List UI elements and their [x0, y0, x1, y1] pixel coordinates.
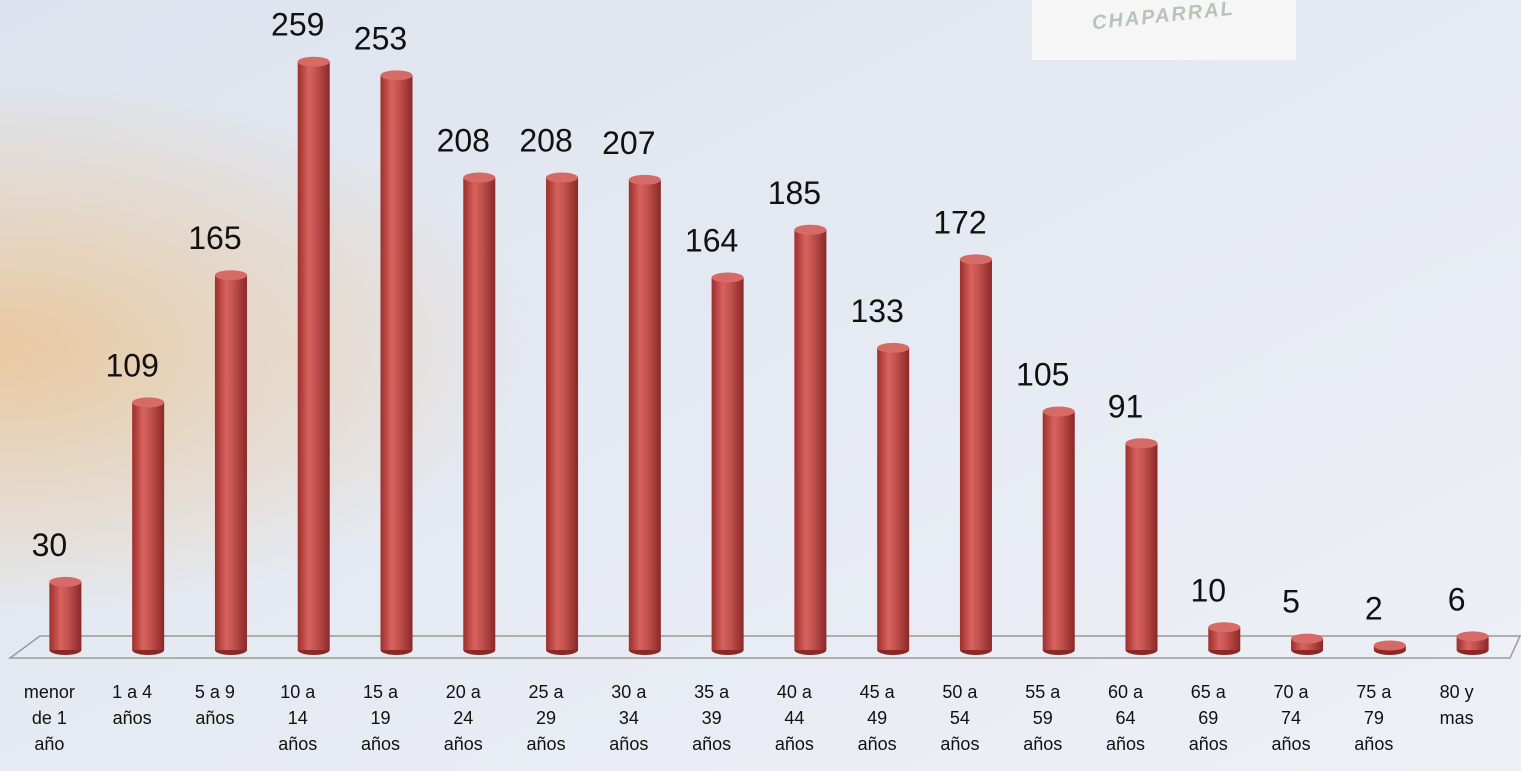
x-tick-label: 75 a 79 años — [1354, 682, 1393, 754]
value-label: 6 — [1448, 581, 1466, 617]
bar — [297, 61, 330, 650]
x-tick-label: 5 a 9 años — [195, 682, 235, 728]
value-label: 10 — [1190, 572, 1226, 608]
bar-top — [1456, 631, 1489, 642]
value-label: 109 — [105, 347, 158, 383]
value-label: 30 — [32, 527, 68, 563]
bar-top — [463, 172, 496, 183]
bar — [959, 259, 992, 650]
bar — [628, 179, 661, 651]
value-label: 185 — [768, 175, 821, 211]
bar-top — [628, 174, 661, 185]
bar — [380, 75, 413, 651]
x-tick-label: 30 a 34 años — [609, 682, 648, 754]
bar — [1291, 638, 1324, 650]
value-label: 164 — [685, 222, 738, 258]
x-tick-label: 80 y mas — [1440, 682, 1474, 728]
bar-top — [132, 397, 165, 408]
floor — [7, 635, 1521, 659]
value-label: 5 — [1282, 584, 1300, 620]
bar-top — [214, 270, 247, 281]
x-tick-label: 20 a 24 años — [444, 682, 483, 754]
value-label: 208 — [437, 123, 490, 159]
value-label: 165 — [188, 220, 241, 256]
x-tick-label: menor de 1 año — [24, 682, 75, 754]
x-tick-label: 60 a 64 años — [1106, 682, 1145, 754]
value-label: 172 — [933, 204, 986, 240]
bar-top — [1208, 622, 1241, 633]
bar — [794, 229, 827, 651]
bar — [1125, 443, 1158, 650]
bar — [1208, 627, 1241, 650]
bar-top — [49, 576, 82, 587]
x-tick-label: 50 a 54 años — [940, 682, 979, 754]
bar — [132, 402, 165, 650]
bar-top — [959, 254, 992, 265]
value-label: 133 — [850, 293, 903, 329]
bar — [463, 177, 496, 651]
x-tick-label: 10 a 14 años — [278, 682, 317, 754]
x-tick-label: 45 a 49 años — [858, 682, 897, 754]
x-tick-label: 15 a 19 años — [361, 682, 400, 754]
value-label: 91 — [1108, 388, 1144, 424]
value-label: 253 — [354, 20, 407, 56]
value-label: 105 — [1016, 357, 1069, 393]
bar — [49, 581, 82, 650]
bar-top — [380, 70, 413, 81]
x-tick-label: 25 a 29 años — [527, 682, 566, 754]
bar — [711, 277, 744, 650]
value-label: 259 — [271, 7, 324, 43]
bar-top — [877, 342, 910, 353]
bar-top — [297, 56, 330, 67]
x-tick-label: 35 a 39 años — [692, 682, 731, 754]
value-label: 2 — [1365, 590, 1383, 626]
x-tick-label: 65 a 69 años — [1189, 682, 1228, 754]
bar — [1042, 411, 1075, 650]
x-tick-label: 1 a 4 años — [112, 682, 152, 728]
bar-top — [794, 224, 827, 235]
bar-top — [1291, 633, 1324, 644]
bar — [214, 275, 247, 650]
bar-top — [1373, 640, 1406, 651]
x-tick-label: 55 a 59 años — [1023, 682, 1062, 754]
logo — [1032, 0, 1296, 60]
bar — [546, 177, 579, 651]
value-label: 208 — [519, 123, 572, 159]
bar-top — [711, 272, 744, 283]
bar-top — [1125, 438, 1158, 449]
bar-top — [1042, 406, 1075, 417]
value-label: 207 — [602, 125, 655, 161]
x-tick-label: 70 a 74 años — [1272, 682, 1311, 754]
x-tick-label: 40 a 44 años — [775, 682, 814, 754]
bar-top — [546, 172, 579, 183]
bar — [877, 347, 910, 650]
